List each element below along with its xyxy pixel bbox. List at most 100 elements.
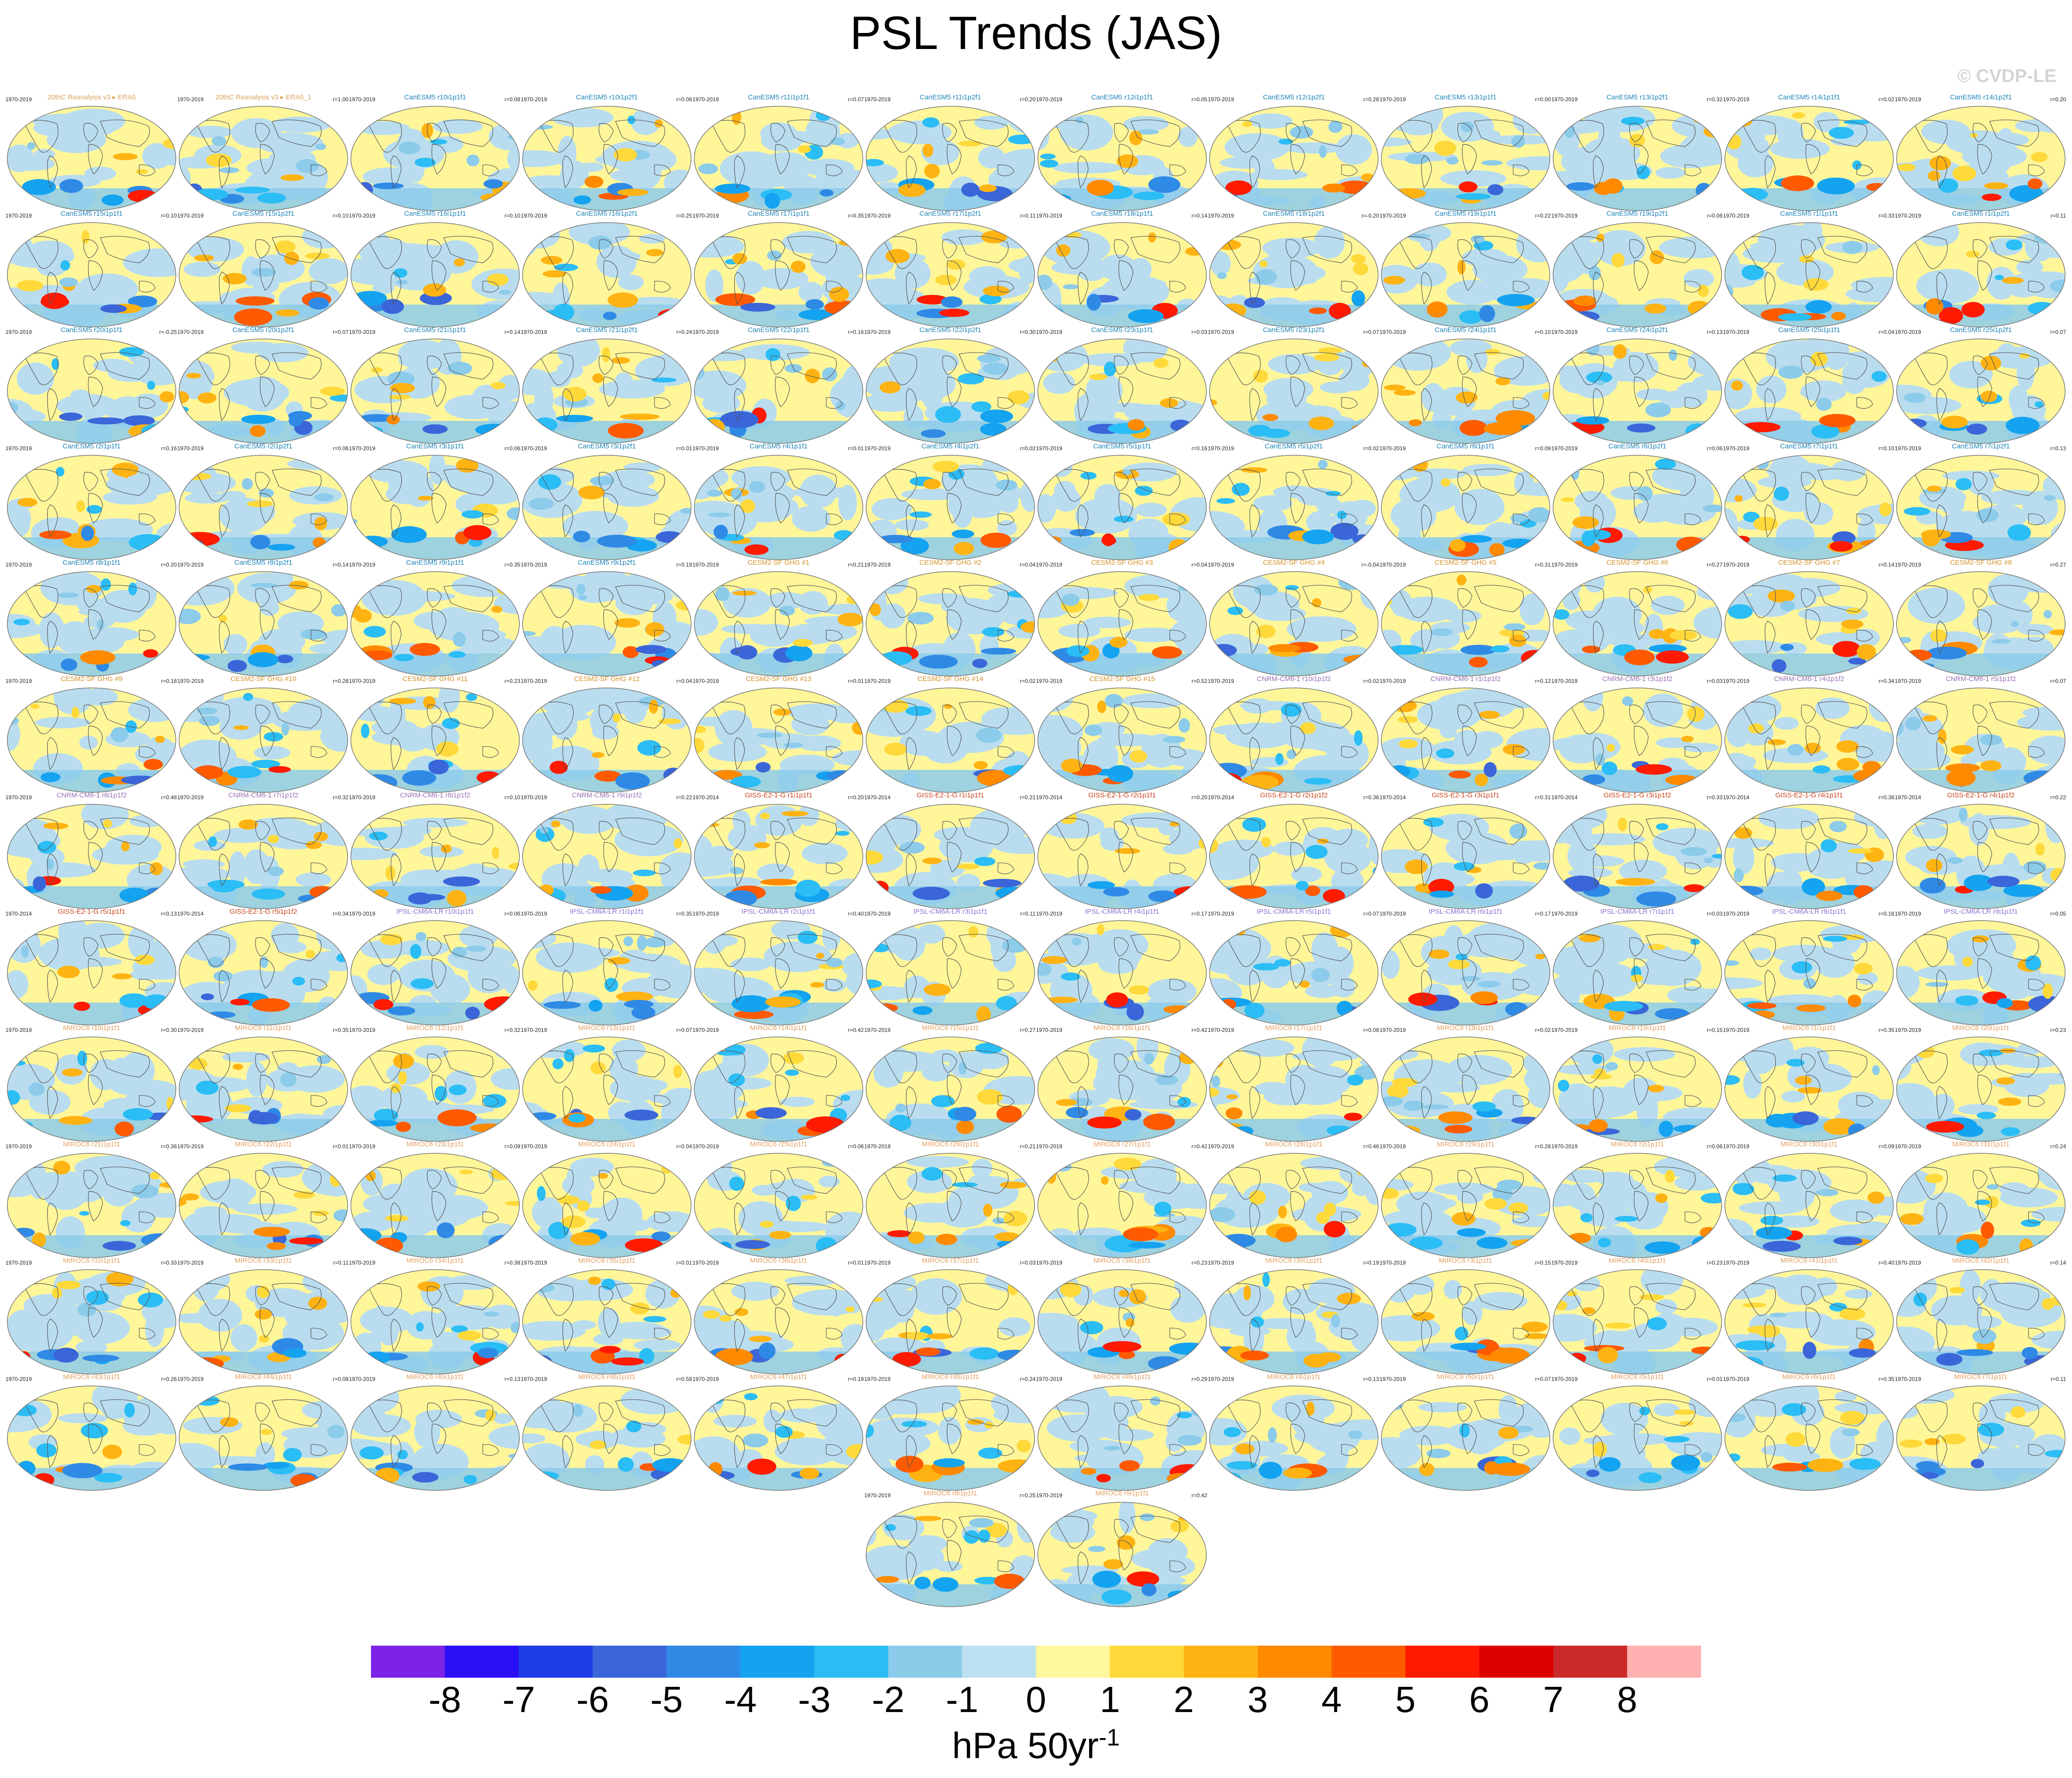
trend-map [1381,1269,1550,1374]
map-panel: CNRM-CM6-1 r9i1p1f2 1970-2019 r=0.22 [521,792,693,910]
trend-map [1553,106,1722,211]
panel-title: CESM2-SF GHG #3 [1091,559,1153,567]
map-panel: CanESM5 r12i1p2f1 1970-2019 r=0.28 [1208,94,1380,212]
panel-pattern-correlation: r=0.07 [676,1027,692,1033]
panel-period: 1970-2019 [1551,911,1578,917]
panel-title: CanESM5 r25i1p1f1 [1778,326,1840,334]
panel-period: 1970-2019 [1895,1376,1921,1382]
trend-map [179,1036,348,1142]
panel-title: CanESM5 r25i1p2f1 [1950,326,2012,334]
trend-map [7,1036,176,1142]
panel-pattern-correlation: r=0.36 [1363,794,1379,801]
trend-map [866,1269,1035,1374]
map-panel: CanESM5 r24i1p2f1 1970-2019 r=0.13 [1551,327,1723,444]
map-panel: MIROC6 r50i1p1f1 1970-2019 r=0.07 [1380,1374,1552,1491]
map-panel: GISS-E2-1-G r1i1p1f1 1970-2014 r=0.21 [864,792,1036,910]
panel-title: MIROC6 r16i1p1f1 [1093,1024,1151,1032]
panel-title: GISS-E2-1-G r2i1p1f1 [1088,791,1156,799]
trend-map [1553,222,1722,327]
map-panel: MIROC6 r7i1p1f1 1970-2019 r=0.11 [1895,1374,2067,1491]
colorbar-swatch [445,1646,519,1678]
trend-map [1553,804,1722,909]
panel-pattern-correlation: r=0.42 [848,1027,864,1033]
panel-period: 1970-2019 [5,329,32,335]
panel-pattern-correlation: r=0.24 [1020,1376,1036,1382]
panel-pattern-correlation: r=0.02 [1020,445,1036,452]
map-panel: IPSL-CM6A-LR r8i1p1f1 1970-2019 r=0.16 [1723,908,1895,1026]
panel-title: 20thC Reanalysis v3 ▸ ERA5 [47,93,136,101]
panel-period: 1970-2014 [1895,794,1921,801]
panel-title: MIROC6 r48i1p1f1 [921,1373,979,1381]
panel-pattern-correlation: r=0.06 [504,911,520,917]
panel-period: 1970-2019 [1208,678,1234,684]
map-panel: MIROC6 r6i1p1f1 1970-2019 r=0.35 [1723,1374,1895,1491]
map-panel: CESM2-SF GHG #2 1970-2019 r=0.04 [864,559,1036,677]
panel-pattern-correlation: r=0.38 [504,1260,520,1266]
trend-map [522,222,692,327]
panel-pattern-correlation: r=0.35 [333,1027,349,1033]
trend-map [1037,804,1207,909]
trend-map [1209,338,1379,444]
trend-map [522,687,692,793]
panel-title: CESM2-SF GHG #15 [1089,675,1155,683]
trend-map [866,1385,1035,1491]
panel-pattern-correlation: r=0.20 [1020,96,1036,103]
trend-map [522,106,692,211]
panel-period: 1970-2019 [349,213,376,219]
colorbar-tick-label: -5 [650,1679,683,1720]
panel-title: CNRM-CM6-1 r4i1p1f2 [1774,675,1844,683]
panel-title: CanESM5 r15i1p1f1 [60,210,123,218]
map-panel: MIROC6 r41i1p1f1 1970-2019 r=0.40 [1723,1257,1895,1375]
map-panel: CanESM5 r1i1p1f1 1970-2019 r=0.33 [1723,210,1895,328]
panel-period: 1970-2019 [692,1143,719,1150]
map-panel: MIROC6 r27i1p1f1 1970-2019 r=0.42 [1036,1141,1208,1259]
panel-pattern-correlation: r=0.15 [1707,1027,1723,1033]
panel-pattern-correlation: r=0.30 [161,1027,177,1033]
panel-title: MIROC6 r29i1p1f1 [1437,1140,1494,1148]
panel-pattern-correlation: r=0.07 [2050,678,2066,684]
panel-pattern-correlation: r=0.10 [1878,445,1894,452]
map-panel: MIROC6 r12i1p1f1 1970-2019 r=0.32 [349,1025,521,1142]
panel-title: MIROC6 r2i1p1f1 [1610,1140,1664,1148]
map-panel: CanESM5 r4i1p1f1 1970-2019 r=0.01 [692,443,865,561]
trend-map [1037,687,1207,793]
panel-pattern-correlation: r=0.27 [2050,562,2066,568]
trend-map [1209,920,1379,1025]
panel-period: 1970-2019 [1380,911,1406,917]
panel-title: MIROC6 r10i1p1f1 [63,1024,120,1032]
trend-map [1209,571,1379,676]
trend-map [1553,1036,1722,1142]
trend-map [866,222,1035,327]
trend-map [7,687,176,793]
map-panel: MIROC6 r25i1p1f1 1970-2019 r=0.06 [692,1141,865,1259]
panel-period: 1970-2019 [1551,1143,1578,1150]
panel-title: CESM2-SF GHG #1 [747,559,810,567]
panel-period: 1970-2019 [349,445,376,452]
map-panel: MIROC6 r45i1p1f1 1970-2019 r=0.13 [349,1374,521,1491]
panel-period: 1970-2019 [1208,213,1234,219]
colorbar-tick-label: 7 [1543,1679,1564,1720]
panel-pattern-correlation: r=0.05 [2050,911,2066,917]
panel-pattern-correlation: r=0.16 [848,329,864,335]
panel-title: CESM2-SF GHG #4 [1263,559,1325,567]
colorbar-swatch [962,1646,1036,1678]
panel-pattern-correlation: r=0.28 [1535,1143,1551,1150]
panel-period: 1970-2019 [864,96,891,103]
map-panel: MIROC6 r36i1p1f1 1970-2019 r=0.01 [692,1257,865,1375]
trend-map [1724,455,1894,560]
trend-map [1209,106,1379,211]
trend-map [7,1153,176,1258]
map-panel: MIROC6 r44i1p1f1 1970-2019 r=0.08 [177,1374,349,1491]
panel-title: CanESM5 r16i1p2f1 [576,210,638,218]
panel-title: MIROC6 r20i1p1f1 [1952,1024,2010,1032]
trend-map [1209,1036,1379,1142]
panel-title: CESM2-SF GHG #9 [60,675,123,683]
map-panel: IPSL-CM6A-LR r4i1p1f1 1970-2019 r=0.17 [1036,908,1208,1026]
panel-pattern-correlation: r=0.35 [848,213,864,219]
map-panel: MIROC6 r48i1p1f1 1970-2019 r=0.24 [864,1373,1036,1491]
trend-map [1724,571,1894,676]
map-panel: GISS-E2-1-G r5i1p1f1 1970-2014 r=0.13 [5,908,178,1026]
panel-title: MIROC6 r31i1p1f1 [1952,1140,2010,1148]
panel-pattern-correlation: r=0.17 [1191,911,1207,917]
colorbar-tick-label: 1 [1100,1679,1120,1720]
